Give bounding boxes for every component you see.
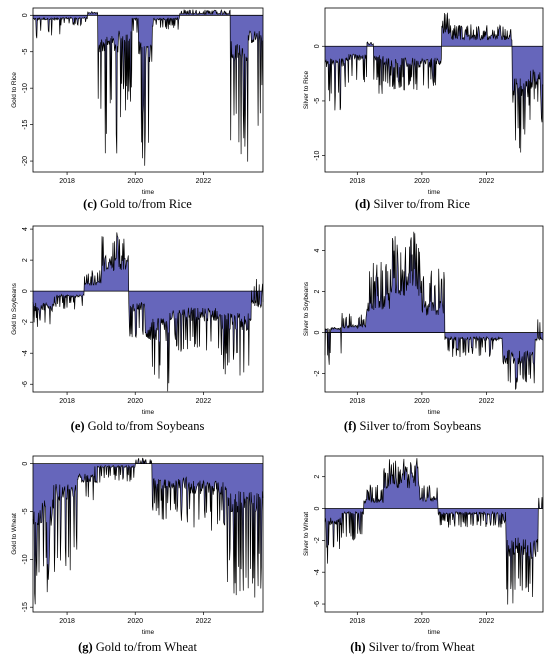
x-axis-title: time — [428, 409, 441, 416]
y-tick-label: 4 — [22, 227, 29, 231]
series-line — [32, 457, 264, 605]
x-axis-title: time — [428, 189, 441, 196]
plot-frame — [32, 455, 264, 613]
caption-g: (g) Gold to/from Wheat — [0, 640, 275, 655]
area-fill — [33, 458, 263, 605]
caption-c: (c) Gold to/from Rice — [0, 197, 275, 212]
plot-frame — [32, 225, 264, 393]
x-tick-label: 2022 — [479, 398, 495, 405]
y-tick-label: 0 — [22, 462, 29, 466]
caption-text: Gold to/from Wheat — [95, 640, 197, 654]
y-tick-label: -4 — [22, 350, 29, 356]
area-fill — [325, 12, 543, 153]
y-axis-title: Gold to Wheat — [11, 513, 18, 555]
y-tick-label: 0 — [22, 289, 29, 293]
x-tick-label: 2020 — [414, 618, 430, 625]
y-tick-label: -2 — [22, 319, 29, 325]
y-tick-label: 4 — [314, 249, 321, 253]
chart-panel-c: 2018 2020 2022 0 -5 -10 -15 -20 time Gold to Rice — [11, 7, 264, 196]
x-tick-label: 2018 — [350, 178, 366, 185]
x-axis-title: time — [142, 409, 155, 416]
x-tick-label: 2018 — [59, 398, 75, 405]
caption-letter: (e) — [70, 419, 85, 433]
caption-letter: (d) — [355, 197, 371, 211]
caption-f: (f) Silver to/from Soybeans — [275, 419, 550, 434]
plot-frame — [32, 7, 264, 173]
x-tick-label: 2018 — [59, 618, 75, 625]
chart-panel-h: 2018 2020 2022 2 0 -2 -4 -6 time Silver to Wheat — [303, 455, 544, 636]
chart-panel-e: 2018 2020 2022 4 2 0 -2 -4 -6 time Gold to Soybean… — [11, 225, 264, 416]
y-tick-label: 2 — [314, 290, 321, 294]
y-tick-label: -15 — [22, 602, 29, 612]
y-tick-label: -6 — [22, 381, 29, 387]
y-tick-label: -10 — [314, 150, 321, 160]
y-tick-label: -20 — [22, 156, 29, 166]
x-tick-label: 2022 — [196, 178, 212, 185]
caption-text: Silver to/from Wheat — [368, 640, 475, 654]
y-axis-title: Silver to Rice — [303, 70, 310, 109]
y-tick-label: -2 — [314, 537, 321, 543]
y-tick-label: -10 — [22, 554, 29, 564]
plot-frame — [324, 7, 544, 173]
y-tick-label: 0 — [314, 506, 321, 510]
caption-letter: (c) — [83, 197, 98, 211]
x-tick-label: 2018 — [350, 398, 366, 405]
x-tick-label: 2018 — [59, 178, 75, 185]
x-tick-label: 2020 — [414, 398, 430, 405]
y-tick-label: 0 — [314, 44, 321, 48]
x-tick-label: 2022 — [479, 618, 495, 625]
y-axis-title: Gold to Soybeans — [11, 282, 18, 334]
series-line — [33, 9, 264, 166]
x-axis-title: time — [142, 629, 155, 636]
x-tick-label: 2018 — [350, 618, 366, 625]
y-tick-label: -5 — [314, 98, 321, 104]
y-axis-title: Silver to Wheat — [303, 512, 310, 556]
x-tick-label: 2022 — [479, 178, 495, 185]
caption-text: Gold to/from Rice — [100, 197, 192, 211]
caption-h: (h) Silver to/from Wheat — [275, 640, 550, 655]
chart-panel-g: 2018 2020 2022 0 -5 -10 -15 time Gold to Wheat — [11, 455, 264, 636]
x-tick-label: 2020 — [127, 178, 143, 185]
chart-panel-f: 2018 2020 2022 4 2 0 -2 time Silver to Soybeans — [303, 225, 544, 416]
caption-d: (d) Silver to/from Rice — [275, 197, 550, 212]
y-axis-title: Silver to Soybeans — [303, 281, 310, 336]
y-tick-label: -15 — [22, 119, 29, 129]
series-line — [324, 231, 544, 391]
y-tick-label: 0 — [314, 331, 321, 335]
chart-panel-d: 2018 2020 2022 0 -5 -10 time Silver to Rice — [303, 7, 544, 196]
y-tick-label: -5 — [22, 49, 29, 55]
y-tick-label: 2 — [22, 258, 29, 262]
plot-frame — [324, 225, 544, 393]
series-line — [32, 232, 264, 392]
y-axis-title: Gold to Rice — [11, 72, 18, 108]
caption-letter: (f) — [343, 419, 357, 433]
area-fill — [33, 232, 263, 392]
x-tick-label: 2022 — [196, 398, 212, 405]
caption-text: Silver to/from Rice — [373, 197, 470, 211]
area-fill — [33, 9, 263, 166]
x-tick-label: 2020 — [127, 618, 143, 625]
x-axis-title: time — [428, 629, 441, 636]
caption-text: Silver to/from Soybeans — [359, 419, 482, 433]
y-tick-label: -5 — [22, 508, 29, 514]
y-tick-label: -10 — [22, 83, 29, 93]
y-tick-label: 0 — [22, 13, 29, 17]
x-axis-title: time — [142, 189, 155, 196]
plot-frame — [324, 455, 544, 613]
x-tick-label: 2022 — [196, 618, 212, 625]
y-tick-label: -6 — [314, 601, 321, 607]
x-tick-label: 2020 — [127, 398, 143, 405]
y-tick-label: -4 — [314, 569, 321, 575]
caption-text: Gold to/from Soybeans — [87, 419, 205, 433]
series-line — [324, 12, 544, 153]
y-tick-label: 2 — [314, 475, 321, 479]
caption-e: (e) Gold to/from Soybeans — [0, 419, 275, 434]
y-tick-label: -2 — [314, 370, 321, 376]
series-line — [324, 458, 543, 605]
caption-letter: (g) — [78, 640, 93, 654]
x-tick-label: 2020 — [414, 178, 430, 185]
caption-letter: (h) — [350, 640, 366, 654]
